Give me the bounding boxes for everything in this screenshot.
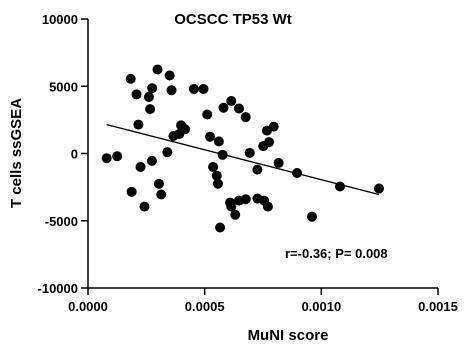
data-point xyxy=(212,178,223,189)
data-point xyxy=(307,211,317,222)
data-point xyxy=(152,64,163,75)
data-point xyxy=(146,155,157,166)
data-point xyxy=(139,201,150,212)
data-point xyxy=(153,178,164,189)
axis-ticks: -10000 -5000 0 5000 10000 0.0000 0.0005 0.0010 0… xyxy=(38,12,458,314)
x-axis-title: MuNI score xyxy=(248,327,329,344)
data-point xyxy=(131,89,142,100)
x-tick-label: 0.0015 xyxy=(418,299,458,314)
data-point xyxy=(126,186,137,197)
data-point xyxy=(217,149,228,160)
data-point xyxy=(213,136,224,147)
data-point xyxy=(135,161,146,172)
data-point xyxy=(264,137,275,148)
data-point xyxy=(156,189,167,200)
data-point xyxy=(202,109,213,120)
y-axis-title: T cells ssGSEA xyxy=(8,98,25,208)
regression-line-group xyxy=(106,123,380,196)
data-point xyxy=(233,103,244,114)
y-tick-label: 0 xyxy=(71,147,78,162)
data-point xyxy=(133,119,144,130)
data-point xyxy=(125,73,136,84)
data-point xyxy=(164,70,175,81)
data-point xyxy=(162,147,173,158)
data-points xyxy=(101,64,384,233)
data-point xyxy=(112,151,123,162)
data-point xyxy=(292,168,303,179)
data-point xyxy=(262,201,273,212)
data-point xyxy=(166,85,177,96)
data-point xyxy=(101,153,112,164)
data-point xyxy=(226,201,237,212)
data-point xyxy=(215,222,226,233)
data-point xyxy=(268,121,279,132)
x-tick-label: 0.0010 xyxy=(301,299,341,314)
data-point xyxy=(147,83,158,94)
data-point xyxy=(211,170,222,181)
data-point xyxy=(230,209,241,220)
data-point xyxy=(335,181,345,192)
y-tick-label: -10000 xyxy=(38,281,78,296)
data-point xyxy=(373,183,384,194)
data-point xyxy=(244,147,255,158)
chart-title: OCSCC TP53 Wt xyxy=(174,11,292,28)
x-tick-label: 0.0000 xyxy=(68,299,108,314)
data-point xyxy=(218,102,229,113)
y-tick-label: 5000 xyxy=(49,79,78,94)
regression-line xyxy=(106,123,380,196)
data-point xyxy=(143,92,154,103)
data-point xyxy=(198,83,209,94)
data-point xyxy=(226,96,237,107)
data-point xyxy=(252,193,263,204)
data-point xyxy=(188,83,199,94)
data-point xyxy=(252,164,263,175)
data-point xyxy=(176,120,187,131)
x-tick-label: 0.0005 xyxy=(185,299,225,314)
data-point xyxy=(233,195,244,206)
y-tick-label: 10000 xyxy=(42,12,78,27)
data-point xyxy=(273,157,284,168)
y-tick-label: -5000 xyxy=(45,214,78,229)
correlation-annotation: r=-0.36; P= 0.008 xyxy=(285,246,388,261)
data-point xyxy=(205,131,216,142)
data-point xyxy=(208,161,219,172)
data-point xyxy=(240,112,251,123)
data-point xyxy=(145,104,156,115)
